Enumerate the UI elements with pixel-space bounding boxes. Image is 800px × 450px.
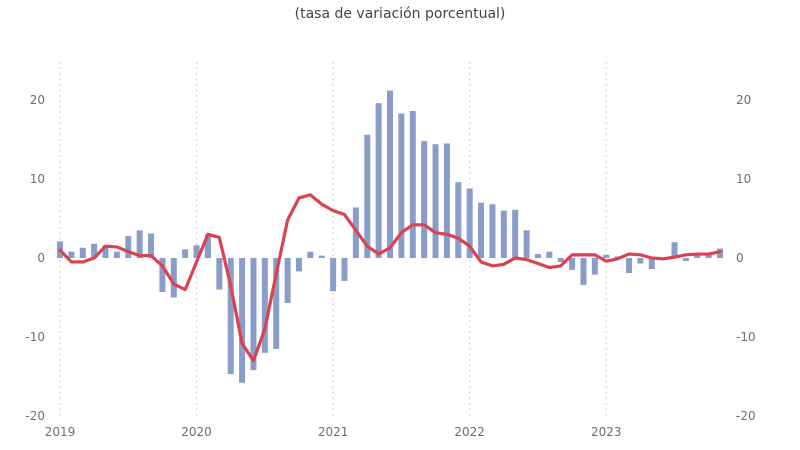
y-tick-label-left: 20 (30, 93, 45, 107)
bar (557, 258, 564, 262)
bar (295, 258, 302, 272)
bar (250, 258, 257, 371)
bar (421, 141, 428, 258)
bar (603, 254, 610, 258)
line-series (58, 193, 722, 363)
bar (136, 230, 143, 258)
y-tick-label-right: -10 (736, 330, 756, 344)
chart-title: (tasa de variación porcentual) (294, 6, 506, 22)
y-tick-label-left: 0 (37, 251, 45, 265)
bar (671, 242, 678, 258)
bar (682, 258, 689, 262)
bar (307, 251, 314, 258)
y-tick-label-right: 0 (736, 251, 744, 265)
bar (284, 258, 291, 304)
bar (364, 134, 371, 258)
bar (113, 251, 120, 258)
bar (580, 258, 587, 285)
bar (387, 90, 394, 259)
bar (455, 182, 462, 258)
bar (500, 210, 507, 258)
x-tick-label: 2023 (591, 425, 622, 439)
y-tick-label-right: 20 (736, 93, 751, 107)
bar (170, 258, 177, 298)
bar (91, 243, 98, 258)
x-tick-label: 2022 (454, 425, 485, 439)
bar (239, 258, 246, 383)
bar (705, 254, 712, 258)
bar (148, 233, 155, 258)
bar (261, 258, 268, 353)
bar (626, 258, 632, 274)
bar (443, 143, 450, 258)
x-tick-label: 2020 (181, 425, 212, 439)
bar (273, 258, 280, 349)
bar (68, 251, 75, 258)
bar (318, 255, 325, 258)
bar (341, 258, 348, 281)
y-tick-label-left: -10 (25, 330, 45, 344)
bar (648, 258, 655, 270)
bar (125, 235, 132, 258)
bar (398, 113, 405, 259)
y-tick-label-left: 10 (30, 172, 45, 186)
x-tick-label: 2019 (45, 425, 76, 439)
bar (534, 254, 541, 258)
y-tick-label-right: 10 (736, 172, 751, 186)
bar (182, 249, 189, 258)
bar (466, 188, 473, 258)
bar (204, 234, 211, 258)
x-tick-label: 2021 (318, 425, 349, 439)
bar (478, 202, 485, 258)
bar (523, 230, 530, 258)
bar (512, 209, 519, 258)
bar (489, 204, 496, 258)
bar (546, 251, 553, 258)
bar (694, 254, 701, 258)
bar (193, 245, 200, 258)
bar (330, 258, 337, 292)
bar (409, 111, 416, 258)
y-tick-label-left: -20 (25, 409, 45, 423)
bar (159, 258, 166, 292)
bar (79, 247, 86, 258)
bar (432, 144, 439, 258)
bar (102, 245, 109, 258)
bar (569, 258, 576, 270)
bar (591, 258, 598, 275)
bar (375, 103, 382, 258)
bar (637, 258, 644, 264)
bar (216, 258, 223, 290)
bar (227, 258, 234, 375)
y-tick-label-right: -20 (736, 409, 756, 423)
